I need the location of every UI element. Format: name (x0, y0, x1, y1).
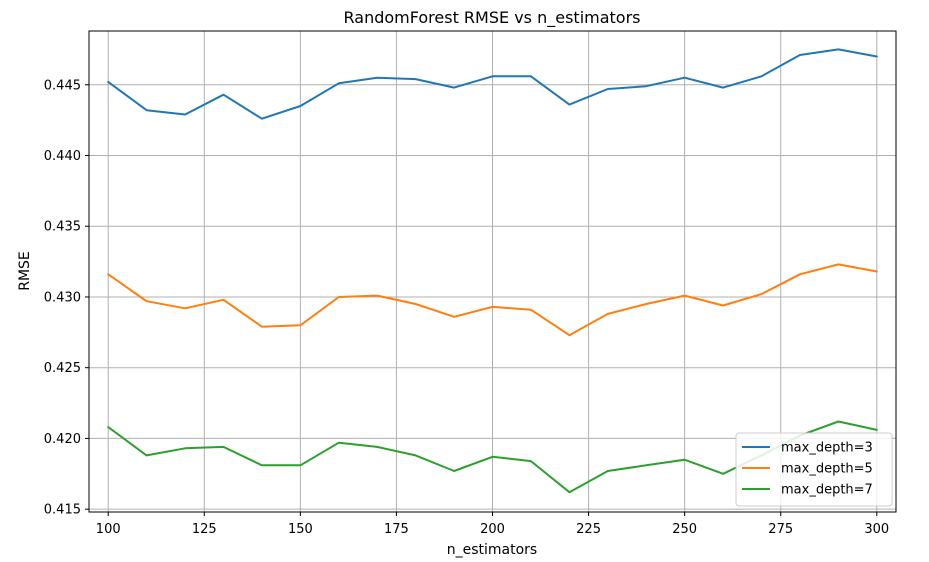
x-tick-label: 300 (864, 522, 889, 537)
x-tick-label: 150 (288, 522, 313, 537)
x-axis-title: n_estimators (447, 542, 537, 558)
x-tick-label: 250 (672, 522, 697, 537)
chart-title: RandomForest RMSE vs n_estimators (344, 8, 641, 28)
x-tick-label: 100 (96, 522, 121, 537)
series-line-max-depth-5 (107, 263, 878, 337)
legend-label: max_depth=7 (781, 483, 873, 498)
x-tick-label: 175 (384, 522, 409, 537)
legend-box (735, 432, 893, 507)
y-tick-label: 0.430 (44, 290, 81, 305)
legend-label: max_depth=3 (781, 441, 873, 456)
legend: max_depth=3 max_depth=5 max_depth=7 (735, 432, 893, 507)
x-axis-ticks: 100 125 150 175 200 225 250 275 300 (96, 512, 889, 537)
x-tick-label: 275 (768, 522, 793, 537)
y-tick-label: 0.420 (44, 432, 81, 447)
y-tick-label: 0.440 (44, 149, 81, 164)
y-tick-label: 0.445 (44, 78, 81, 93)
x-tick-label: 225 (576, 522, 601, 537)
series-line-max-depth-3 (107, 48, 878, 120)
y-tick-label: 0.435 (44, 220, 81, 235)
y-tick-label: 0.425 (44, 361, 81, 376)
legend-label: max_depth=5 (781, 462, 873, 477)
x-tick-label: 200 (480, 522, 505, 537)
x-tick-label: 125 (192, 522, 217, 537)
y-axis-ticks: 0.415 0.420 0.425 0.430 0.435 0.440 0.445 (44, 78, 89, 518)
y-axis-title: RMSE (17, 251, 33, 291)
y-tick-label: 0.415 (44, 503, 81, 518)
